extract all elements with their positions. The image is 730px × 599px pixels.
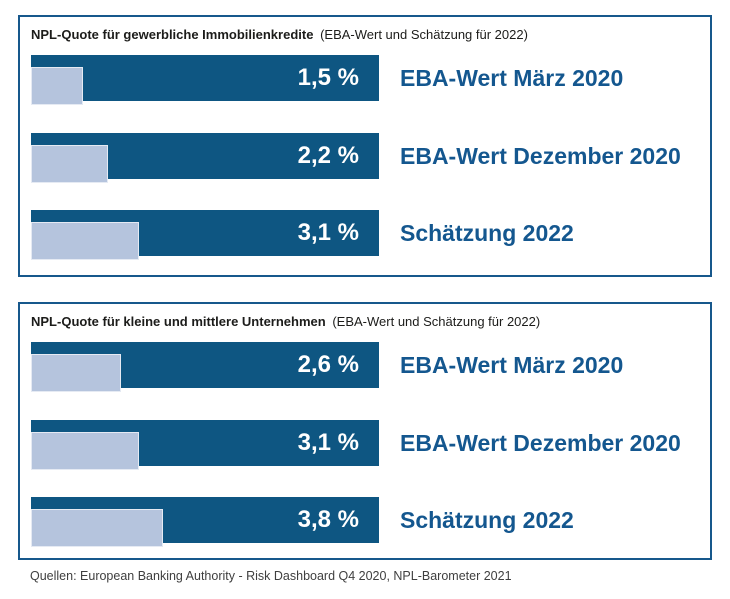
bar-category-label: Schätzung 2022 [400, 220, 574, 246]
bar-value-label: 3,1 % [297, 429, 359, 456]
bar-row: 2,2 % EBA-Wert Dezember 2020 [31, 133, 681, 183]
bar-track: 3,1 % [31, 210, 379, 260]
chart-panel-gewerbliche-immobilienkredite: NPL-Quote für gewerbliche Immobilienkred… [18, 15, 712, 277]
chart-title: NPL-Quote für kleine und mittlere Untern… [31, 313, 540, 330]
bar-value-fill [31, 509, 164, 547]
bar-category-label: EBA-Wert März 2020 [400, 65, 624, 91]
chart-title-suffix: (EBA-Wert und Schätzung für 2022) [320, 27, 528, 42]
bar-value-label: 2,2 % [297, 142, 359, 169]
chart-panel-kleine-mittlere-unternehmen: NPL-Quote für kleine und mittlere Untern… [18, 302, 712, 560]
bar-value-fill [31, 145, 108, 183]
bar-category-label: EBA-Wert Dezember 2020 [400, 430, 681, 456]
chart-title-main: NPL-Quote für gewerbliche Immobilienkred… [31, 27, 314, 42]
chart-title: NPL-Quote für gewerbliche Immobilienkred… [31, 26, 528, 43]
bar-value-label: 2,6 % [297, 351, 359, 378]
bar-track: 2,6 % [31, 342, 379, 392]
bar-value-label: 3,1 % [297, 219, 359, 246]
chart-title-suffix: (EBA-Wert und Schätzung für 2022) [332, 314, 541, 329]
bar-value-fill [31, 432, 139, 470]
bar-row: 1,5 % EBA-Wert März 2020 [31, 55, 623, 105]
bar-track: 2,2 % [31, 133, 379, 183]
bar-row: 3,8 % Schätzung 2022 [31, 497, 574, 547]
bar-category-label: EBA-Wert März 2020 [400, 352, 624, 378]
bar-row: 2,6 % EBA-Wert März 2020 [31, 342, 623, 392]
bar-track: 3,8 % [31, 497, 379, 547]
source-note: Quellen: European Banking Authority - Ri… [30, 569, 512, 583]
bar-track: 1,5 % [31, 55, 379, 105]
chart-title-main: NPL-Quote für kleine und mittlere Untern… [31, 314, 326, 329]
bar-value-fill [31, 222, 139, 260]
bar-row: 3,1 % Schätzung 2022 [31, 210, 574, 260]
bar-value-fill [31, 354, 122, 392]
bar-row: 3,1 % EBA-Wert Dezember 2020 [31, 420, 681, 470]
bar-category-label: EBA-Wert Dezember 2020 [400, 143, 681, 169]
bar-value-label: 3,8 % [297, 506, 359, 533]
bar-track: 3,1 % [31, 420, 379, 470]
bar-value-fill [31, 67, 84, 105]
bar-category-label: Schätzung 2022 [400, 507, 574, 533]
bar-value-label: 1,5 % [297, 64, 359, 91]
